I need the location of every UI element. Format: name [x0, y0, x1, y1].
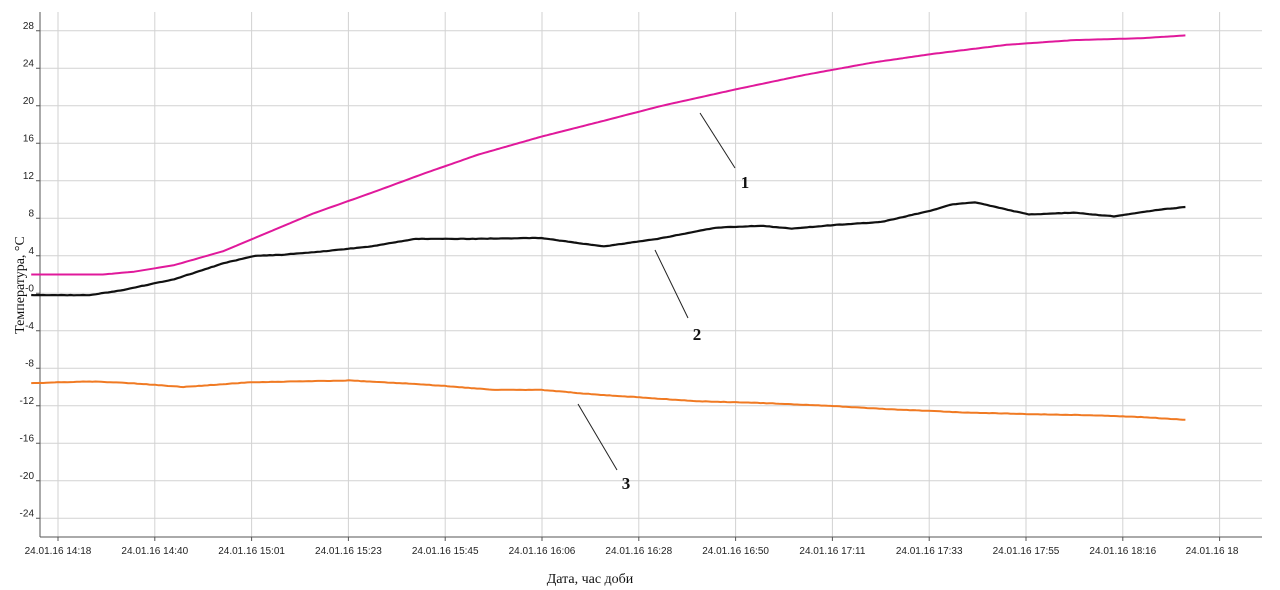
y-tick-label: 16 [23, 133, 35, 144]
x-tick-label: 24.01.16 18:16 [1089, 546, 1156, 557]
series-line-2 [31, 201, 1186, 297]
leader-line-3 [577, 403, 618, 471]
y-tick-label: 12 [23, 171, 35, 182]
y-tick-label: 28 [23, 21, 35, 32]
leader-line-2 [654, 249, 689, 319]
y-tick-label: -20 [20, 471, 35, 482]
x-axis-ticks: 24.01.16 14:18 24.01.16 14:40 24.01.16 15:… [25, 537, 1239, 557]
y-tick-label: -16 [20, 433, 35, 444]
y-tick-label: -12 [20, 396, 35, 407]
series-label-2: 2 [693, 325, 702, 344]
series-label-1: 1 [741, 173, 750, 192]
y-tick-label: -4 [25, 321, 34, 332]
x-tick-label: 24.01.16 16:06 [509, 546, 576, 557]
y-tick-label: -24 [20, 508, 35, 519]
series-layer [31, 34, 1186, 421]
y-tick-label: 24 [23, 58, 35, 69]
y-tick-label: 4 [28, 246, 34, 257]
y-tick-label: 8 [28, 208, 34, 219]
series-line-1 [31, 34, 1186, 276]
x-axis-label: Дата, час доби [547, 572, 634, 587]
grid [40, 12, 1262, 537]
x-tick-label: 24.01.16 16:28 [605, 546, 672, 557]
series-line-3 [31, 379, 1186, 421]
x-tick-label: 24.01.16 17:33 [896, 546, 963, 557]
leader-line-1 [699, 112, 736, 169]
x-tick-label: 24.01.16 15:45 [412, 546, 479, 557]
axes [39, 12, 1262, 538]
x-tick-label: 24.01.16 17:11 [799, 546, 865, 557]
x-tick-label: 24.01.16 15:23 [315, 546, 382, 557]
y-tick-label: -0 [25, 283, 34, 294]
y-axis-label: Температура, °С [13, 236, 28, 334]
x-tick-label: 24.01.16 16:50 [702, 546, 769, 557]
y-tick-label: 20 [23, 96, 35, 107]
series-label-3: 3 [622, 474, 631, 493]
y-axis-ticks: 28 24 20 16 12 8 4 -0 -4 -8 -12 -16 -20 -24 [20, 21, 40, 519]
x-tick-label: 24.01.16 14:40 [121, 546, 188, 557]
x-tick-label: 24.01.16 18 [1186, 546, 1239, 557]
x-tick-label: 24.01.16 14:18 [25, 546, 92, 557]
x-tick-label: 24.01.16 17:55 [993, 546, 1060, 557]
series-annotations: 1 2 3 [577, 112, 750, 493]
y-tick-label: -8 [25, 358, 34, 369]
x-tick-label: 24.01.16 15:01 [218, 546, 285, 557]
